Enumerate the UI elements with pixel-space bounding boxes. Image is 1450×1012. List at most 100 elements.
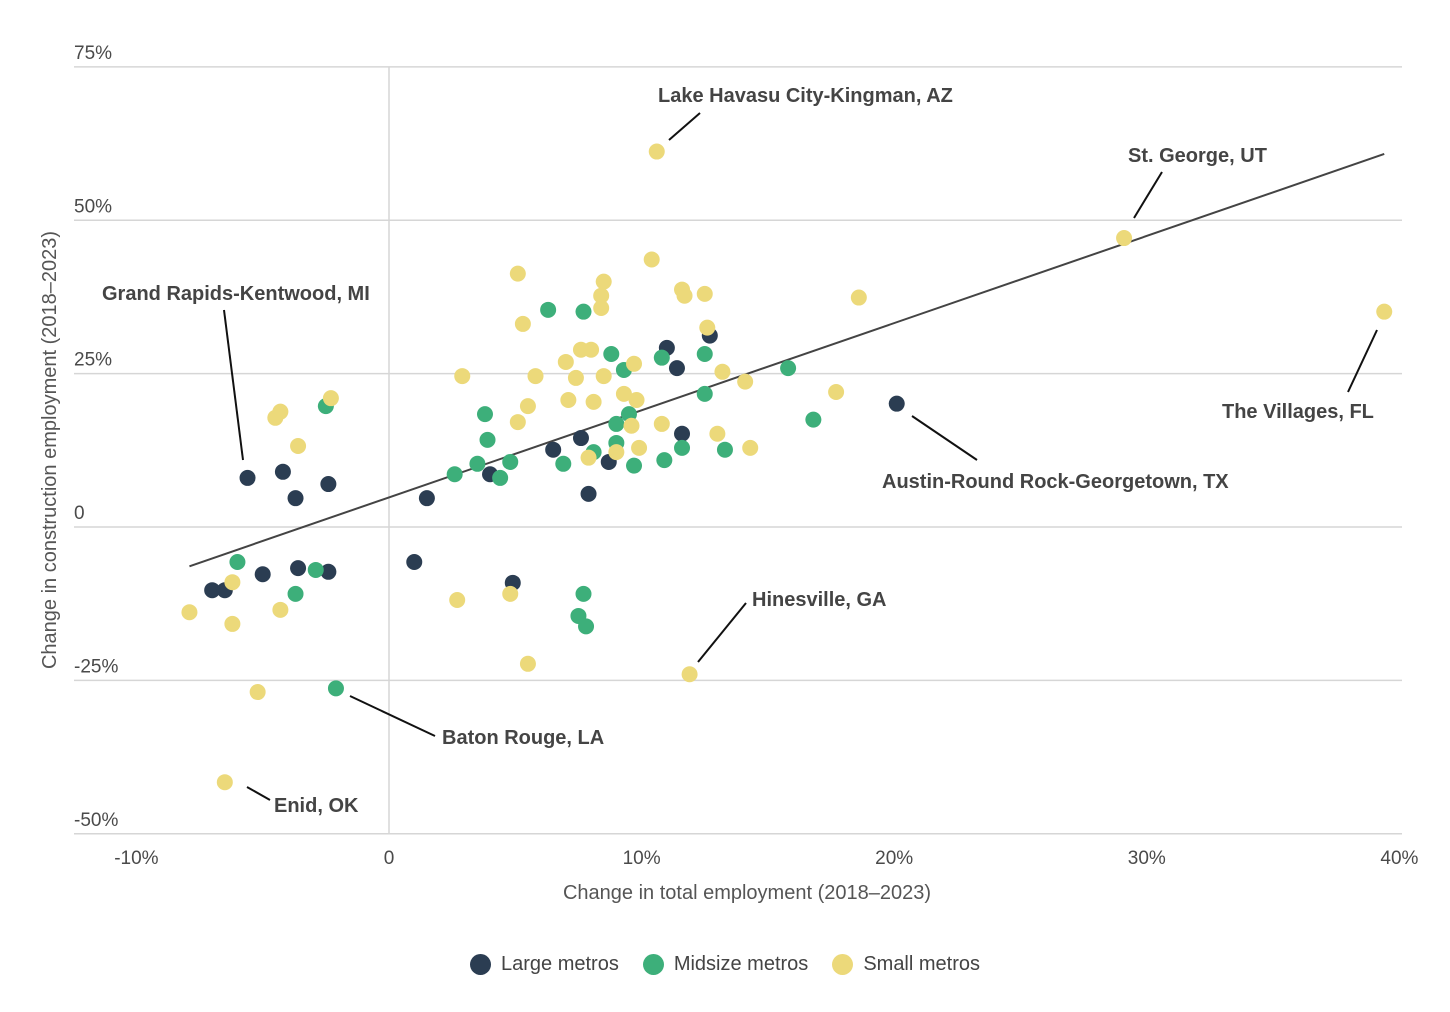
- data-point: [656, 452, 673, 469]
- data-point: [623, 417, 640, 434]
- annotation-label: Enid, OK: [274, 795, 359, 817]
- annotation-leader-line: [1347, 329, 1378, 393]
- data-point: [545, 441, 562, 458]
- data-point: [527, 368, 544, 385]
- data-point: [805, 411, 822, 428]
- data-point: [555, 455, 572, 472]
- data-point: [509, 265, 526, 282]
- legend-swatch-midsize: [642, 954, 664, 975]
- data-point: [575, 585, 592, 602]
- data-point: [320, 563, 337, 580]
- gridlines: [74, 66, 1402, 835]
- data-point: [224, 615, 241, 632]
- data-point: [224, 574, 241, 591]
- data-point: [272, 601, 289, 618]
- data-point: [290, 560, 307, 577]
- annotation-label: St. George, UT: [1128, 145, 1267, 167]
- data-point: [502, 585, 519, 602]
- annotation-leader-line: [246, 786, 271, 801]
- data-point: [406, 553, 423, 570]
- data-point: [502, 453, 519, 470]
- data-point: [449, 592, 466, 609]
- y-axis-title: Change in construction employment (2018–…: [39, 231, 61, 669]
- data-point: [653, 349, 670, 366]
- data-point: [583, 341, 600, 358]
- data-point: [643, 251, 660, 268]
- data-point: [676, 287, 693, 304]
- x-tick-label: 10%: [623, 848, 661, 869]
- data-point: [716, 441, 733, 458]
- y-tick-label: 50%: [74, 196, 112, 217]
- data-point: [572, 430, 589, 447]
- y-tick-label: -25%: [74, 656, 118, 677]
- data-point: [603, 345, 620, 362]
- annotation-leader-line: [223, 309, 244, 461]
- y-tick-label: 0: [74, 503, 85, 524]
- data-point: [595, 368, 612, 385]
- data-point: [560, 392, 577, 409]
- data-point: [580, 449, 597, 466]
- data-point: [519, 655, 536, 672]
- data-point: [567, 369, 584, 386]
- annotation-label: The Villages, FL: [1222, 401, 1374, 423]
- annotation-leader-line: [668, 112, 701, 141]
- data-point: [320, 476, 337, 493]
- data-point: [476, 406, 493, 423]
- data-point: [557, 353, 574, 370]
- data-point: [631, 439, 648, 456]
- data-point: [216, 774, 233, 791]
- data-point: [696, 345, 713, 362]
- scatter-chart: 75% 50% 25% 0 -25% -50% -10% 0 10% 20% 30% 40% Lak…: [39, 43, 1419, 904]
- legend-item-large-metros[interactable]: Large metros: [469, 953, 619, 976]
- data-point: [681, 666, 698, 683]
- legend-item-midsize-metros[interactable]: Midsize metros: [642, 953, 808, 976]
- data-point: [204, 582, 221, 599]
- data-point: [674, 425, 691, 442]
- data-point: [593, 287, 610, 304]
- data-point: [699, 319, 716, 336]
- data-point: [888, 395, 905, 412]
- data-point: [648, 143, 665, 160]
- data-point: [254, 566, 271, 583]
- x-tick-label: -10%: [114, 848, 158, 869]
- series-large-metros: [204, 327, 905, 599]
- legend-label: Small metros: [863, 953, 981, 975]
- annotation-label: Hinesville, GA: [752, 589, 887, 611]
- data-point: [229, 553, 246, 570]
- data-point: [628, 392, 645, 409]
- data-point: [239, 469, 256, 486]
- x-axis-title: Change in total employment (2018–2023): [563, 882, 931, 904]
- data-point: [828, 384, 845, 401]
- series-midsize-metros: [229, 301, 822, 697]
- data-point: [469, 455, 486, 472]
- legend-label: Large metros: [500, 953, 619, 975]
- annotation-leader-line: [349, 695, 436, 737]
- data-point: [850, 289, 867, 306]
- legend-item-small-metros[interactable]: Small metros: [832, 953, 980, 976]
- data-point: [575, 303, 592, 320]
- y-tick-label: -50%: [74, 810, 118, 831]
- data-point: [742, 439, 759, 456]
- data-point: [585, 393, 602, 410]
- legend-swatch-small: [832, 954, 854, 975]
- data-point: [446, 466, 463, 483]
- data-point: [454, 368, 471, 385]
- data-point: [418, 490, 435, 507]
- trend-line: [189, 153, 1385, 568]
- data-point: [287, 490, 304, 507]
- y-tick-label: 75%: [74, 43, 112, 64]
- data-point: [595, 273, 612, 290]
- data-point: [626, 355, 643, 372]
- data-point: [696, 285, 713, 302]
- x-tick-label: 20%: [875, 848, 913, 869]
- data-point: [737, 373, 754, 390]
- data-point: [307, 561, 324, 578]
- data-point: [709, 425, 726, 442]
- y-tick-labels: 75% 50% 25% 0 -25% -50%: [74, 43, 118, 831]
- data-point: [514, 315, 531, 332]
- legend: Large metros Midsize metros Small metros: [0, 953, 1450, 976]
- data-point: [290, 438, 307, 455]
- data-point: [668, 360, 685, 377]
- data-point: [674, 439, 691, 456]
- data-point: [626, 457, 643, 474]
